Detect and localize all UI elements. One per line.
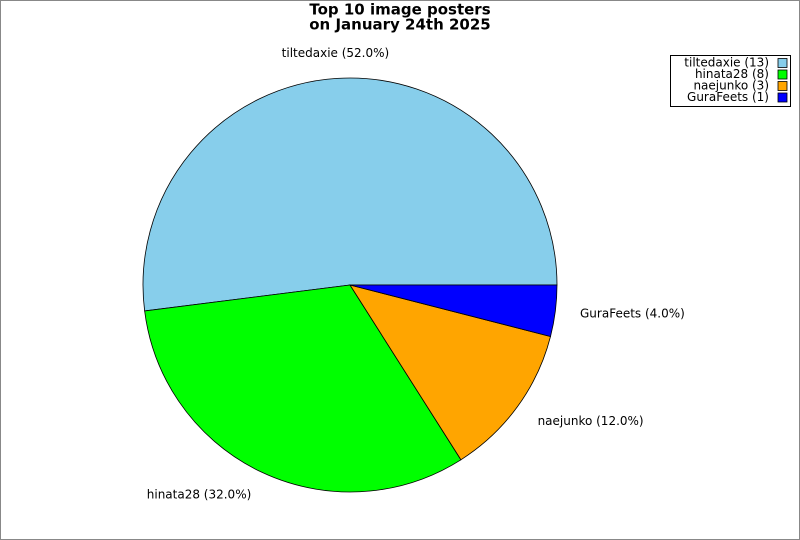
legend-swatch bbox=[777, 81, 788, 91]
slice-label: naejunko (12.0%) bbox=[538, 414, 644, 428]
legend-label: tiltedaxie (13) bbox=[684, 56, 769, 70]
pie-slice bbox=[349, 284, 551, 461]
pie-slice bbox=[144, 284, 462, 493]
legend-box bbox=[670, 55, 791, 107]
chart-title: on January 24th 2025 bbox=[309, 16, 490, 34]
legend-swatch bbox=[777, 69, 788, 80]
slice-label: tiltedaxie (52.0%) bbox=[282, 46, 390, 60]
slice-label: GuraFeets (4.0%) bbox=[580, 307, 685, 321]
legend-swatch bbox=[777, 58, 788, 68]
slice-label: hinata28 (32.0%) bbox=[147, 487, 252, 501]
legend-label: hinata28 (8) bbox=[695, 67, 769, 81]
pie-slice bbox=[142, 77, 558, 312]
legend-label: naejunko (3) bbox=[693, 79, 769, 93]
legend-swatch bbox=[777, 92, 788, 103]
legend-label: GuraFeets (1) bbox=[687, 90, 769, 104]
chart-title: Top 10 image posters bbox=[309, 1, 490, 19]
pie-slice bbox=[349, 284, 558, 337]
